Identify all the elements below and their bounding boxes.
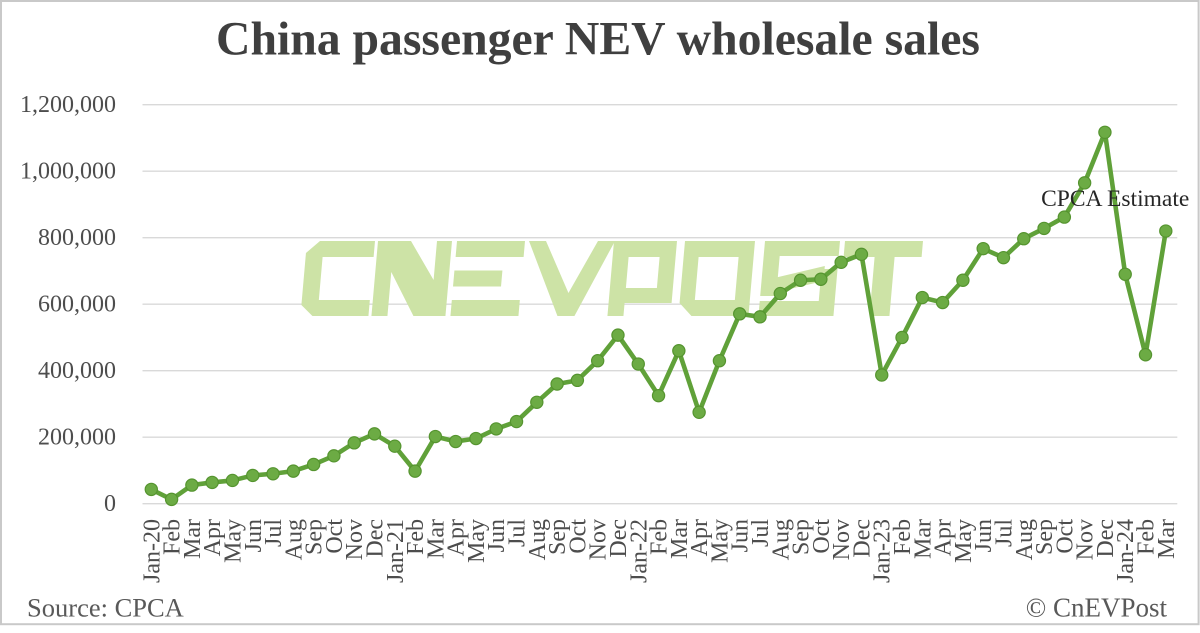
svg-text:Sep: Sep [1032, 519, 1058, 555]
svg-text:400,000: 400,000 [38, 358, 116, 384]
svg-text:Apr: Apr [444, 519, 470, 556]
svg-text:1,000,000: 1,000,000 [20, 158, 116, 184]
svg-text:Feb: Feb [403, 519, 429, 555]
svg-text:Feb: Feb [1134, 519, 1160, 555]
svg-text:Aug: Aug [768, 519, 794, 560]
svg-text:200,000: 200,000 [38, 424, 116, 450]
svg-text:May: May [951, 519, 977, 563]
svg-text:Feb: Feb [890, 519, 916, 555]
svg-text:Mar: Mar [423, 519, 449, 559]
svg-text:Jun: Jun [971, 519, 997, 552]
svg-text:Sep: Sep [302, 519, 328, 555]
svg-text:Dec: Dec [606, 519, 632, 558]
svg-text:Sep: Sep [789, 519, 815, 555]
svg-text:Aug: Aug [1012, 519, 1038, 560]
svg-text:Mar: Mar [667, 519, 693, 559]
svg-text:Nov: Nov [829, 519, 855, 560]
svg-text:Jan-21: Jan-21 [383, 519, 409, 583]
svg-text:China passenger NEV wholesale: China passenger NEV wholesale sales [216, 13, 980, 66]
svg-text:Mar: Mar [180, 519, 206, 559]
svg-text:Apr: Apr [931, 519, 957, 556]
svg-text:Oct: Oct [1052, 519, 1078, 554]
svg-text:1,200,000: 1,200,000 [20, 92, 116, 118]
svg-text:Dec: Dec [1093, 519, 1119, 558]
svg-text:Oct: Oct [322, 519, 348, 554]
svg-text:May: May [220, 519, 246, 563]
svg-text:800,000: 800,000 [38, 225, 116, 251]
svg-text:600,000: 600,000 [38, 291, 116, 317]
svg-text:Jul: Jul [748, 519, 774, 547]
svg-text:Feb: Feb [160, 519, 186, 555]
svg-text:Jun: Jun [241, 519, 267, 552]
svg-text:Jun: Jun [484, 519, 510, 552]
svg-text:Sep: Sep [545, 519, 571, 555]
svg-text:CPCA Estimate: CPCA Estimate [1041, 186, 1189, 212]
svg-text:Jul: Jul [991, 519, 1017, 547]
svg-text:© CnEVPost: © CnEVPost [1026, 593, 1168, 623]
svg-text:Feb: Feb [647, 519, 673, 555]
svg-text:Jan-23: Jan-23 [870, 519, 896, 583]
svg-text:Aug: Aug [525, 519, 551, 560]
svg-text:Aug: Aug [281, 519, 307, 560]
svg-text:Nov: Nov [1073, 519, 1099, 560]
svg-text:Apr: Apr [200, 519, 226, 556]
svg-text:Jun: Jun [728, 519, 754, 552]
svg-text:Oct: Oct [809, 519, 835, 554]
svg-text:Dec: Dec [849, 519, 875, 558]
svg-text:Oct: Oct [565, 519, 591, 554]
svg-text:Jan-20: Jan-20 [139, 519, 165, 583]
svg-text:Nov: Nov [586, 519, 612, 560]
svg-text:Jan-22: Jan-22 [626, 519, 652, 583]
svg-text:Mar: Mar [1154, 519, 1180, 559]
svg-text:Jul: Jul [505, 519, 531, 547]
svg-text:Jan-24: Jan-24 [1113, 519, 1139, 583]
svg-text:May: May [464, 519, 490, 563]
svg-text:Apr: Apr [687, 519, 713, 556]
svg-text:Nov: Nov [342, 519, 368, 560]
svg-text:0: 0 [104, 491, 116, 517]
svg-text:Jul: Jul [261, 519, 287, 547]
svg-text:Source: CPCA: Source: CPCA [27, 593, 184, 623]
svg-text:May: May [707, 519, 733, 563]
svg-text:Mar: Mar [910, 519, 936, 559]
svg-text:Dec: Dec [362, 519, 388, 558]
